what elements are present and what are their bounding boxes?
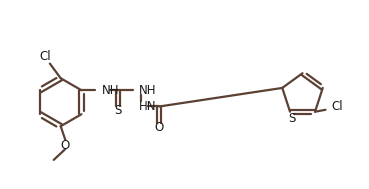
Text: O: O xyxy=(155,121,164,134)
Text: HN: HN xyxy=(139,100,156,113)
Text: S: S xyxy=(114,104,121,117)
Text: S: S xyxy=(288,112,296,125)
Text: O: O xyxy=(61,139,70,152)
Text: Cl: Cl xyxy=(332,100,343,113)
Text: Cl: Cl xyxy=(39,50,51,63)
Text: NH: NH xyxy=(139,84,156,97)
Text: NH: NH xyxy=(101,84,119,97)
